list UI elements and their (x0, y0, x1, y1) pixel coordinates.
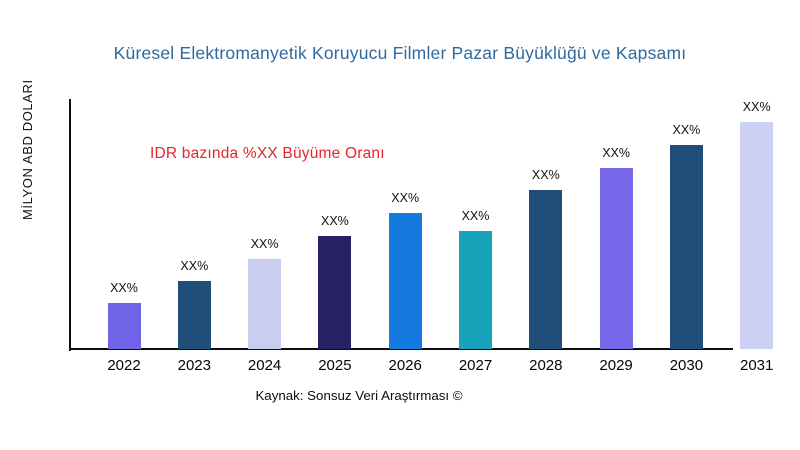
bar-value-label-2026: XX% (391, 191, 420, 205)
y-axis-line (69, 99, 71, 351)
bar-value-label-2030: XX% (672, 123, 701, 137)
x-tick-label-2028: 2028 (529, 357, 563, 374)
x-tick-label-2031: 2031 (740, 357, 774, 374)
bar-value-label-2031: XX% (742, 100, 771, 114)
plot-area: XX% 2022 XX% 2023 XX% 2024 XX% 2025 XX% 2026 XX% 20… (70, 99, 790, 374)
chart-title: Küresel Elektromanyetik Koruyucu Filmler… (113, 43, 687, 63)
x-axis-line (69, 348, 733, 350)
bar-2030 (669, 145, 703, 349)
bar-value-label-2027: XX% (461, 209, 490, 223)
x-tick-label-2030: 2030 (669, 357, 704, 374)
x-tick-label-2026: 2026 (388, 357, 422, 374)
bar-2022 (107, 303, 141, 349)
bar-2023 (177, 281, 211, 349)
y-axis-label: MİLYON ABD DOLARI (20, 79, 35, 220)
bar-value-label-2028: XX% (531, 168, 560, 182)
bar-2026 (388, 213, 422, 349)
x-tick-label-2022: 2022 (107, 357, 141, 374)
bar-2029 (599, 168, 633, 349)
bar-value-label-2029: XX% (602, 146, 630, 160)
x-tick-label-2029: 2029 (599, 357, 633, 374)
bar-value-label-2023: XX% (180, 259, 209, 273)
x-tick-label-2024: 2024 (247, 357, 282, 374)
bar-2027 (459, 231, 492, 349)
x-tick-label-2025: 2025 (318, 357, 352, 374)
x-tick-label-2023: 2023 (177, 357, 211, 374)
source-note: Kaynak: Sonsuz Veri Araştırması © (255, 388, 463, 403)
bar-value-label-2022: XX% (110, 281, 138, 295)
bar-value-label-2024: XX% (250, 237, 279, 251)
bar-2031 (740, 122, 774, 349)
growth-rate-annotation: IDR bazında %XX Büyüme Oranı (150, 145, 385, 162)
bar-2028 (529, 190, 563, 349)
bar-value-label-2025: XX% (320, 214, 349, 228)
bar-2024 (248, 259, 282, 349)
x-tick-label-2027: 2027 (458, 357, 493, 374)
bar-2025 (318, 236, 352, 349)
